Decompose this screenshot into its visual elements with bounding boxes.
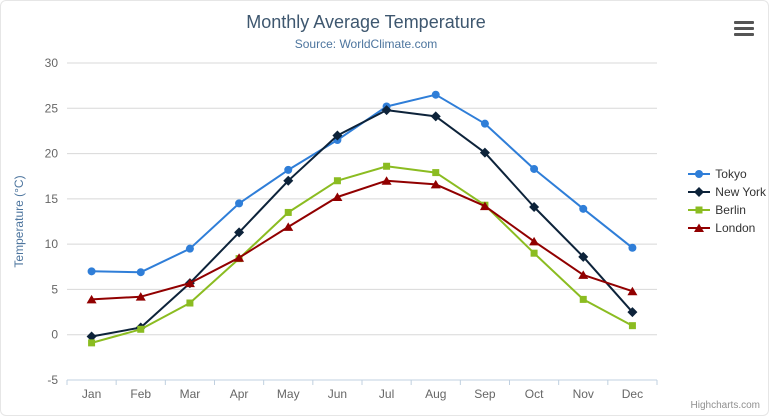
hamburger-bar [734,21,754,24]
x-axis-label: Aug [425,387,446,401]
triangle-legend-icon [688,223,711,233]
x-axis-label: Oct [525,387,544,401]
square-marker-berlin[interactable] [628,322,636,330]
chart-title: Monthly Average Temperature [246,12,486,32]
legend-label: London [715,221,756,235]
series-new-york [86,105,638,342]
y-axis-label: 10 [45,237,59,251]
x-axis-label: Feb [130,387,151,401]
diamond-marker-new-york[interactable] [86,331,97,342]
square-marker-berlin[interactable] [137,325,145,333]
circle-legend-icon [688,170,711,178]
series-line-london[interactable] [90,179,634,301]
series-london [86,176,638,304]
triangle-marker-london[interactable] [430,179,441,189]
diamond-marker-new-york[interactable] [627,307,638,318]
y-axis-label: 20 [45,147,59,161]
circle-marker-tokyo[interactable] [185,244,194,253]
square-marker-berlin-legend[interactable] [695,206,703,214]
circle-marker-tokyo[interactable] [87,267,96,276]
series-line-tokyo[interactable] [90,93,634,274]
x-axis-label: Mar [180,387,201,401]
diamond-marker-new-york[interactable] [578,251,589,262]
triangle-marker-london[interactable] [332,192,343,202]
diamond-marker-new-york-legend[interactable] [694,187,705,197]
legend: Tokyo New York Berlin London [688,167,766,235]
diamond-legend-icon [688,187,711,197]
hamburger-menu-icon[interactable] [733,17,755,40]
x-axis-label: Nov [573,387,594,401]
legend-item-new-york[interactable]: New York [688,185,766,199]
x-axis-label: Apr [230,387,249,401]
diamond-marker-new-york[interactable] [283,175,294,186]
legend-label: Tokyo [715,167,747,181]
legend-item-tokyo[interactable]: Tokyo [688,167,766,181]
y-axis-title: Temperature (°C) [12,175,26,267]
triangle-marker-london[interactable] [135,292,146,301]
legend-label: Berlin [715,203,746,217]
square-marker-berlin[interactable] [186,299,194,307]
legend-item-london[interactable]: London [688,221,766,235]
y-axis-label: 5 [51,282,58,296]
diamond-marker-new-york[interactable] [430,111,441,122]
diamond-marker-new-york[interactable] [529,202,540,213]
diamond-marker-new-york[interactable] [234,227,245,238]
legend-item-berlin[interactable]: Berlin [688,203,766,217]
circle-marker-tokyo[interactable] [235,199,244,208]
chart-subtitle: Source: WorldClimate.com [294,37,438,51]
series-line-new-york[interactable] [90,109,634,338]
triangle-marker-london[interactable] [479,201,490,211]
square-marker-berlin[interactable] [432,169,440,177]
y-axis-label: 0 [51,328,58,342]
square-marker-berlin[interactable] [88,339,96,347]
x-axis-label: Dec [622,387,643,401]
credits-link[interactable]: Highcharts.com [690,400,760,411]
x-axis-label: Jun [328,387,347,401]
triangle-marker-london[interactable] [578,270,589,279]
x-axis-label: May [277,387,300,401]
triangle-marker-london[interactable] [381,176,392,185]
square-marker-berlin[interactable] [579,295,587,303]
triangle-marker-london[interactable] [283,222,294,231]
diamond-marker-new-york[interactable] [332,130,343,141]
x-axis-label: Sep [474,387,496,401]
triangle-marker-london[interactable] [184,278,195,288]
square-marker-berlin[interactable] [284,208,292,216]
legend-label: New York [715,185,766,199]
hamburger-bar [734,27,754,30]
diamond-marker-new-york[interactable] [381,105,392,116]
x-axis-label: Jul [379,387,394,401]
series-line-berlin[interactable] [90,165,634,344]
square-marker-berlin[interactable] [383,162,391,170]
triangle-marker-london[interactable] [86,294,97,304]
y-axis-label: 30 [45,56,59,70]
circle-marker-tokyo[interactable] [431,90,440,99]
circle-marker-tokyo[interactable] [480,119,489,128]
y-axis-label: 15 [45,192,59,206]
circle-marker-tokyo[interactable] [136,268,145,277]
square-marker-berlin[interactable] [530,249,538,257]
square-legend-icon [688,206,711,214]
square-marker-berlin[interactable] [333,177,341,185]
circle-marker-tokyo[interactable] [284,165,293,174]
circle-marker-tokyo[interactable] [628,243,637,252]
diamond-marker-new-york[interactable] [479,147,490,158]
triangle-marker-london-legend[interactable] [694,223,705,233]
y-axis-label: -5 [47,373,58,387]
circle-marker-tokyo-legend[interactable] [695,170,704,178]
hamburger-bar [734,33,754,36]
triangle-marker-london[interactable] [234,253,245,262]
circle-marker-tokyo[interactable] [579,204,588,213]
x-axis-label: Jan [82,387,101,401]
circle-marker-tokyo[interactable] [530,164,539,173]
triangle-marker-london[interactable] [529,236,540,246]
series-tokyo [87,90,637,277]
y-axis-label: 25 [45,101,59,115]
triangle-marker-london[interactable] [627,286,638,296]
